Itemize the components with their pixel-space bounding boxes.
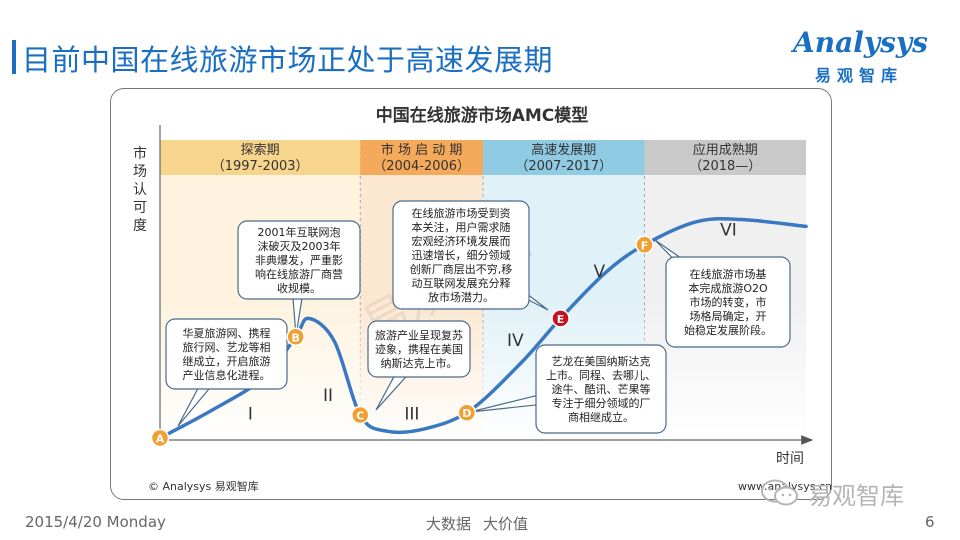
callout-line-f-5: 始稳定发展阶段。 xyxy=(684,323,772,337)
point-marker-d xyxy=(457,403,477,422)
point-d: D xyxy=(457,403,477,422)
callout-box-b xyxy=(237,220,361,300)
callout-box-c xyxy=(367,320,471,378)
chart-title: 中国在线旅游市场AMC模型 xyxy=(376,105,589,126)
callout-line-b-2: 沫破灭及2003年 xyxy=(258,239,341,253)
point-e: E xyxy=(551,309,570,328)
stage-name-3: 高速发展期 xyxy=(531,142,596,158)
point-b: B xyxy=(286,327,305,347)
callout-line-a-4: 产业信息化进程。 xyxy=(183,368,271,382)
point-label-e: E xyxy=(557,313,565,326)
y-axis-label-char-4: 可 xyxy=(133,200,147,216)
point-label-c: C xyxy=(356,410,364,423)
wechat-icon xyxy=(761,479,798,506)
callout-line-b-3: 非典爆发，严重影 xyxy=(255,253,343,267)
y-axis-label-char-5: 度 xyxy=(133,218,147,234)
stage-period-2: （2004-2006） xyxy=(373,159,470,174)
logo-wordmark: Analysys xyxy=(793,26,928,59)
stage-period-4: （2018—） xyxy=(689,159,761,174)
point-label-b: B xyxy=(291,331,299,344)
y-axis-label-char-3: 认 xyxy=(133,182,147,198)
page-number: 6 xyxy=(925,513,935,531)
phase-label-6: VI xyxy=(720,221,737,241)
stage-header-1 xyxy=(160,140,361,175)
callout-line-d-4: 专注于细分领域的厂 xyxy=(552,396,651,410)
callout-line-f-2: 本完成旅游O2O xyxy=(688,281,768,295)
callout-line-d-3: 途牛、酷讯、芒果等 xyxy=(552,382,651,396)
wechat-brand-text: 易观智库 xyxy=(808,481,904,510)
callout-line-e-2: 本关注，用户需求随 xyxy=(412,220,511,234)
stage-name-4: 应用成熟期 xyxy=(693,142,758,158)
stage-name-1: 探索期 xyxy=(241,143,280,158)
callout-line-e-1: 在线旅游市场受到资 xyxy=(412,206,511,220)
y-axis-label-char-1: 市 xyxy=(133,145,147,162)
page-title: 目前中国在线旅游市场正处于高速发展期 xyxy=(22,43,554,77)
callout-line-d-5: 商相继成立。 xyxy=(568,410,634,424)
point-marker-b xyxy=(286,327,305,347)
analysys-logo: Analysys 易观智库 xyxy=(793,26,943,86)
callout-line-d-1: 艺龙在美国纳斯达克 xyxy=(552,355,651,368)
phase-label-1: I xyxy=(248,405,253,425)
callout-line-e-6: 动互联网发展充分释 xyxy=(412,276,511,290)
point-marker-e xyxy=(551,309,570,328)
point-marker-c xyxy=(351,405,370,425)
callout-line-a-2: 旅行网、艺龙等相 xyxy=(183,340,271,354)
point-label-d: D xyxy=(462,407,471,420)
point-a: A xyxy=(150,428,170,448)
copyright-text: © Analysys 易观智库 xyxy=(148,479,259,493)
footer-slogan-right: 大价值 xyxy=(483,515,529,533)
callout-box-a xyxy=(165,318,288,390)
callout-e: 在线旅游市场受到资本关注，用户需求随宏观经济环境发展而迅速增长，细分领域创新厂商… xyxy=(392,200,549,311)
stage-header-4 xyxy=(644,140,806,175)
callout-line-b-4: 响在线旅游厂商营 xyxy=(255,267,343,281)
wechat-brand: 易观智库 xyxy=(760,478,904,510)
callout-line-f-4: 场格局确定，开 xyxy=(690,309,767,323)
callout-line-e-4: 迅速增长，细分领域 xyxy=(412,248,511,262)
callout-line-b-1: 2001年互联网泡 xyxy=(258,225,341,239)
footer-date: 2015/4/20 Monday xyxy=(25,513,166,531)
point-label-f: F xyxy=(641,239,649,252)
stage-period-1: （1997-2003） xyxy=(212,159,309,174)
callout-line-c-3: 纳斯达克上市。 xyxy=(381,356,458,370)
callout-line-a-3: 继成立，开启旅游 xyxy=(183,354,271,368)
phase-label-4: IV xyxy=(507,331,524,351)
callout-line-f-3: 市场的转变，市 xyxy=(690,295,767,309)
point-marker-f xyxy=(635,235,654,255)
point-c: C xyxy=(351,405,370,425)
callout-line-a-1: 华夏旅游网、携程 xyxy=(183,326,271,340)
callout-line-f-1: 在线旅游市场基 xyxy=(690,267,767,281)
stage-header-2 xyxy=(360,140,483,175)
callout-line-e-7: 放市场潜力。 xyxy=(428,290,494,304)
phase-label-3: III xyxy=(404,405,419,425)
callout-line-c-1: 旅游产业呈现复苏 xyxy=(375,328,463,342)
callout-line-e-3: 宏观经济环境发展而 xyxy=(412,234,511,248)
stage-period-3: （2007-2017） xyxy=(515,159,612,174)
point-label-a: A xyxy=(156,433,165,446)
callout-d: 艺龙在美国纳斯达克上市。同程、去哪儿、途牛、酷讯、芒果等专注于细分领域的厂商相继… xyxy=(469,344,667,434)
stage-header-3 xyxy=(483,140,645,175)
callout-box-e xyxy=(392,200,530,310)
callout-line-e-5: 创新厂商层出不穷,移 xyxy=(410,262,513,276)
phase-label-5: V xyxy=(593,262,605,282)
x-axis-label: 时间 xyxy=(776,451,804,467)
logo-subtitle: 易观智库 xyxy=(815,66,904,85)
callout-box-d xyxy=(535,344,667,434)
callout-line-c-2: 迹象，携程在美国 xyxy=(375,342,463,356)
callout-line-b-5: 收规模。 xyxy=(277,281,321,295)
phase-label-2: II xyxy=(323,386,333,406)
title-accent-bar xyxy=(12,40,16,74)
footer-slogan: 大数据 大价值 xyxy=(426,513,528,534)
point-marker-a xyxy=(150,428,170,448)
callout-line-d-2: 上市。同程、去哪儿、 xyxy=(546,368,656,382)
point-f: F xyxy=(635,235,654,255)
footer-slogan-left: 大数据 xyxy=(426,515,472,533)
stage-name-2: 市 场 启 动 期 xyxy=(381,142,463,158)
callout-box-f xyxy=(665,256,791,348)
y-axis-label-char-2: 场 xyxy=(133,164,147,180)
